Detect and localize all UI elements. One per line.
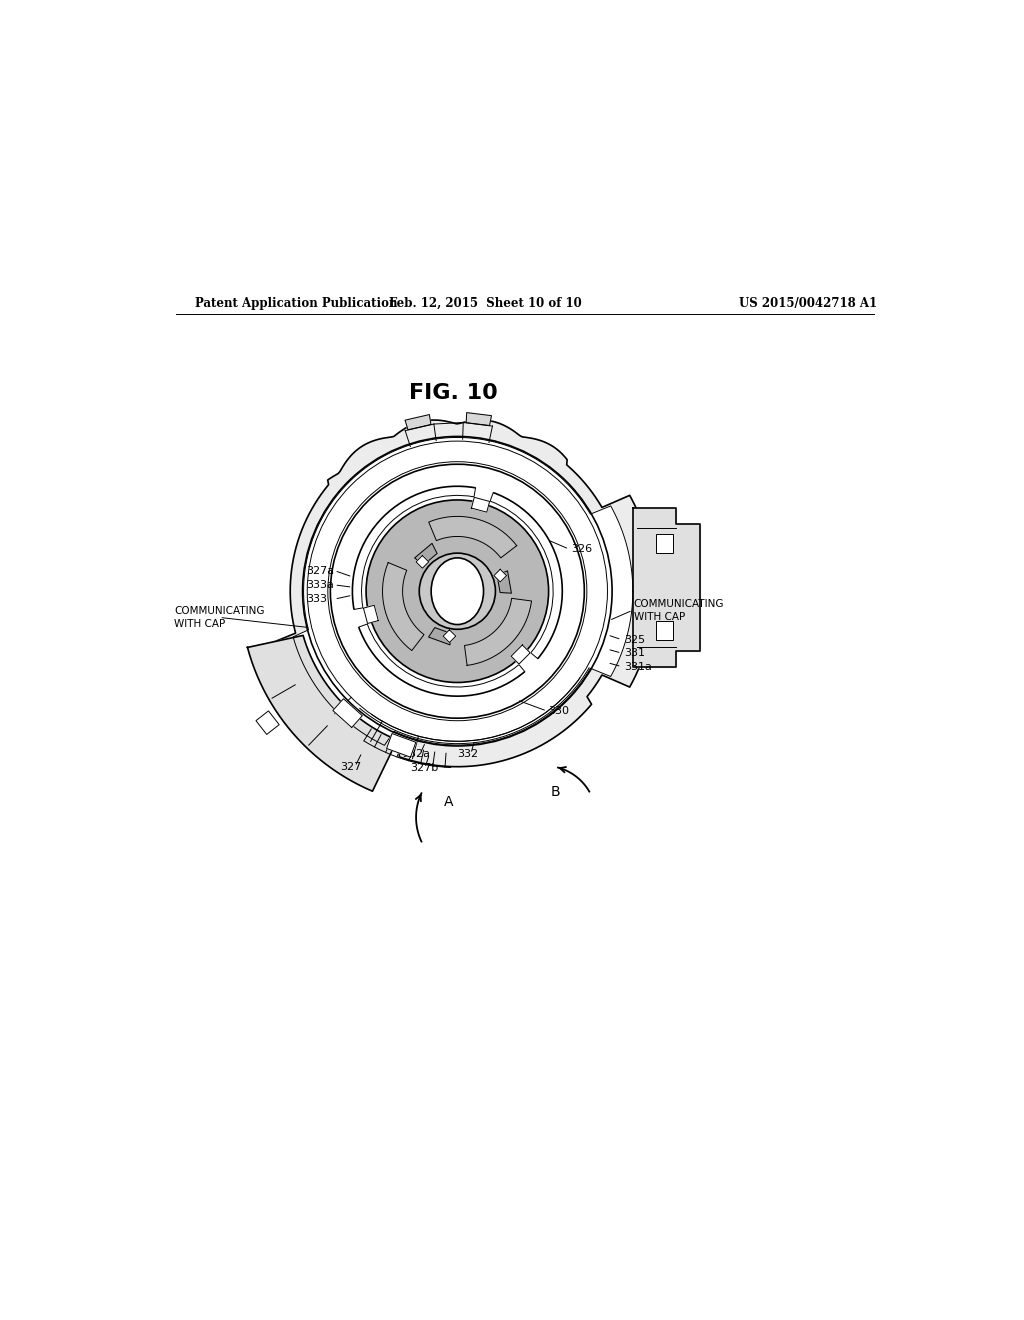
Circle shape [367, 500, 549, 682]
Text: 331a: 331a [624, 661, 652, 672]
Polygon shape [416, 556, 429, 568]
Polygon shape [471, 498, 489, 512]
Bar [656, 535, 674, 553]
Polygon shape [333, 698, 362, 727]
Polygon shape [466, 413, 492, 425]
Polygon shape [511, 645, 530, 664]
Polygon shape [387, 734, 416, 758]
Text: 331: 331 [624, 648, 645, 659]
Polygon shape [465, 598, 531, 665]
Polygon shape [248, 635, 397, 791]
Polygon shape [497, 570, 511, 593]
Text: 327a: 327a [306, 565, 335, 576]
Polygon shape [443, 630, 456, 643]
Text: 327b: 327b [410, 763, 438, 774]
Polygon shape [364, 606, 378, 623]
Text: FIG. 10: FIG. 10 [409, 383, 498, 403]
Polygon shape [494, 569, 507, 582]
Circle shape [419, 553, 496, 630]
Text: 332a: 332a [401, 748, 430, 759]
Polygon shape [293, 437, 633, 746]
Polygon shape [415, 544, 437, 565]
Text: B: B [551, 785, 560, 799]
Polygon shape [429, 516, 517, 558]
Text: Patent Application Publication: Patent Application Publication [196, 297, 398, 310]
Text: WITH CAP: WITH CAP [174, 619, 225, 628]
Polygon shape [272, 420, 654, 767]
Polygon shape [406, 414, 431, 430]
Polygon shape [429, 627, 452, 645]
Text: 332: 332 [458, 748, 478, 759]
Text: WITH CAP: WITH CAP [634, 611, 685, 622]
Ellipse shape [431, 558, 483, 624]
Text: COMMUNICATING: COMMUNICATING [634, 599, 724, 609]
Text: US 2015/0042718 A1: US 2015/0042718 A1 [739, 297, 878, 310]
Bar [656, 622, 674, 640]
Text: 333a: 333a [306, 579, 335, 590]
Text: 330: 330 [549, 706, 569, 715]
Polygon shape [383, 562, 424, 651]
Text: COMMUNICATING: COMMUNICATING [174, 606, 264, 616]
Bar [256, 711, 280, 734]
Text: A: A [443, 795, 454, 809]
Text: Feb. 12, 2015  Sheet 10 of 10: Feb. 12, 2015 Sheet 10 of 10 [389, 297, 582, 310]
Text: 327: 327 [341, 762, 361, 772]
Text: 325: 325 [624, 635, 645, 644]
Polygon shape [633, 508, 699, 667]
Text: 333: 333 [306, 594, 328, 605]
Text: 326: 326 [570, 544, 592, 554]
